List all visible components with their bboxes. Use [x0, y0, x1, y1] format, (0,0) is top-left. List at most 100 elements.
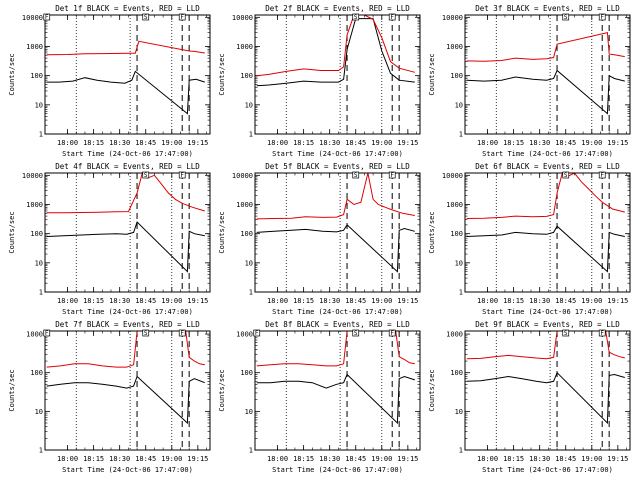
plot-frame	[254, 172, 421, 293]
y-tick-label: 10	[455, 408, 463, 416]
x-tick-label: 19:00	[581, 297, 602, 305]
flag-marker-box	[598, 171, 606, 179]
y-axis-label: Counts/sec	[218, 369, 226, 411]
flag-marker-box	[178, 13, 186, 21]
y-tick-label: 1000	[26, 331, 43, 339]
y-axis-label: Counts/sec	[428, 53, 436, 95]
events-series-line	[466, 69, 625, 115]
y-tick-label: 100	[240, 230, 253, 238]
y-tick-label: 10	[245, 101, 253, 109]
plot-frame	[464, 14, 631, 135]
detector-panel: Det 3f BLACK = Events, RED = LLD Counts/s…	[428, 4, 631, 158]
panel-title: Det 6f BLACK = Events, RED = LLD	[475, 162, 620, 171]
x-axis-label: Start Time (24-Oct-06 17:47:00)	[62, 466, 193, 474]
y-tick-label: 100	[240, 369, 253, 377]
y-tick-label: 10000	[232, 14, 253, 22]
flag-marker-box	[562, 329, 570, 337]
flag-marker-label: S	[564, 330, 568, 337]
flag-marker-box	[178, 171, 186, 179]
flag-marker-box	[388, 13, 396, 21]
x-tick-label: 19:00	[581, 139, 602, 147]
y-tick-label: 100	[450, 230, 463, 238]
y-axis-label: Counts/sec	[8, 211, 16, 253]
x-tick-label: 19:15	[397, 455, 418, 463]
x-tick-label: 19:00	[371, 297, 392, 305]
x-tick-label: 18:15	[83, 139, 104, 147]
flag-marker-label: S	[144, 330, 148, 337]
y-tick-label: 1	[39, 289, 43, 297]
flag-marker-label: S	[564, 172, 568, 179]
flag-marker-label: S	[564, 14, 568, 21]
x-tick-label: 19:15	[607, 455, 628, 463]
x-tick-label: 18:30	[529, 139, 550, 147]
x-tick-label: 18:45	[345, 455, 366, 463]
x-tick-label: 19:00	[161, 139, 182, 147]
x-tick-label: 18:15	[293, 139, 314, 147]
x-axis-label: Start Time (24-Oct-06 17:47:00)	[482, 150, 613, 158]
flag-marker-label: F	[180, 172, 184, 179]
x-tick-label: 19:15	[607, 139, 628, 147]
events-series-line	[46, 375, 205, 425]
x-tick-label: 18:15	[83, 297, 104, 305]
x-tick-label: 18:15	[503, 455, 524, 463]
lld-series-line	[466, 172, 625, 219]
y-tick-label: 10000	[232, 172, 253, 180]
events-series-line	[256, 373, 415, 425]
panel-title: Det 9f BLACK = Events, RED = LLD	[475, 320, 620, 329]
panel-title: Det 5f BLACK = Events, RED = LLD	[265, 162, 410, 171]
y-axis-label: Counts/sec	[218, 211, 226, 253]
flag-marker-box	[562, 171, 570, 179]
x-axis-label: Start Time (24-Oct-06 17:47:00)	[62, 308, 193, 316]
flag-marker-box	[43, 329, 51, 337]
flag-marker-box	[43, 13, 51, 21]
flag-marker-label: F	[600, 14, 604, 21]
plot-frame	[44, 330, 211, 451]
x-tick-label: 18:45	[555, 139, 576, 147]
flag-marker-box	[352, 329, 360, 337]
plot-frame	[254, 330, 421, 451]
y-tick-label: 10	[35, 259, 43, 267]
x-axis-label: Start Time (24-Oct-06 17:47:00)	[272, 150, 403, 158]
y-tick-label: 10	[35, 408, 43, 416]
flag-marker-box	[253, 329, 261, 337]
events-series-line	[46, 221, 205, 273]
flag-marker-box	[178, 329, 186, 337]
y-tick-label: 1000	[26, 43, 43, 51]
x-axis-label: Start Time (24-Oct-06 17:47:00)	[272, 466, 403, 474]
flag-marker-label: F	[600, 172, 604, 179]
y-tick-label: 100	[30, 72, 43, 80]
events-series-line	[466, 371, 625, 425]
panel-title: Det 4f BLACK = Events, RED = LLD	[55, 162, 200, 171]
detector-panel: Det 6f BLACK = Events, RED = LLD Counts/s…	[428, 162, 631, 316]
panel-title: Det 7f BLACK = Events, RED = LLD	[55, 320, 200, 329]
y-axis-label: Counts/sec	[8, 53, 16, 95]
y-tick-label: 1	[249, 289, 253, 297]
x-tick-label: 18:00	[477, 297, 498, 305]
panel-title: Det 2f BLACK = Events, RED = LLD	[265, 4, 410, 13]
y-axis-label: Counts/sec	[428, 369, 436, 411]
panel-title: Det 1f BLACK = Events, RED = LLD	[55, 4, 200, 13]
flag-marker-label: F	[390, 330, 394, 337]
x-tick-label: 18:00	[477, 139, 498, 147]
x-tick-label: 18:00	[267, 455, 288, 463]
y-tick-label: 1000	[236, 43, 253, 51]
y-tick-label: 1000	[446, 201, 463, 209]
y-tick-label: 100	[450, 369, 463, 377]
flag-marker-box	[142, 13, 150, 21]
x-tick-label: 18:00	[57, 139, 78, 147]
lld-series-line	[256, 172, 415, 220]
x-tick-label: 18:00	[267, 297, 288, 305]
y-tick-label: 1	[249, 131, 253, 139]
y-tick-label: 100	[450, 72, 463, 80]
y-tick-label: 1	[39, 447, 43, 455]
x-tick-label: 18:45	[135, 297, 156, 305]
x-tick-label: 18:30	[109, 297, 130, 305]
flag-marker-label: F	[180, 14, 184, 21]
flag-marker-box	[388, 171, 396, 179]
x-tick-label: 19:00	[581, 455, 602, 463]
flag-marker-box	[562, 13, 570, 21]
flag-marker-label: F	[390, 172, 394, 179]
x-tick-label: 18:15	[503, 139, 524, 147]
x-tick-label: 19:15	[607, 297, 628, 305]
x-tick-label: 18:45	[555, 297, 576, 305]
